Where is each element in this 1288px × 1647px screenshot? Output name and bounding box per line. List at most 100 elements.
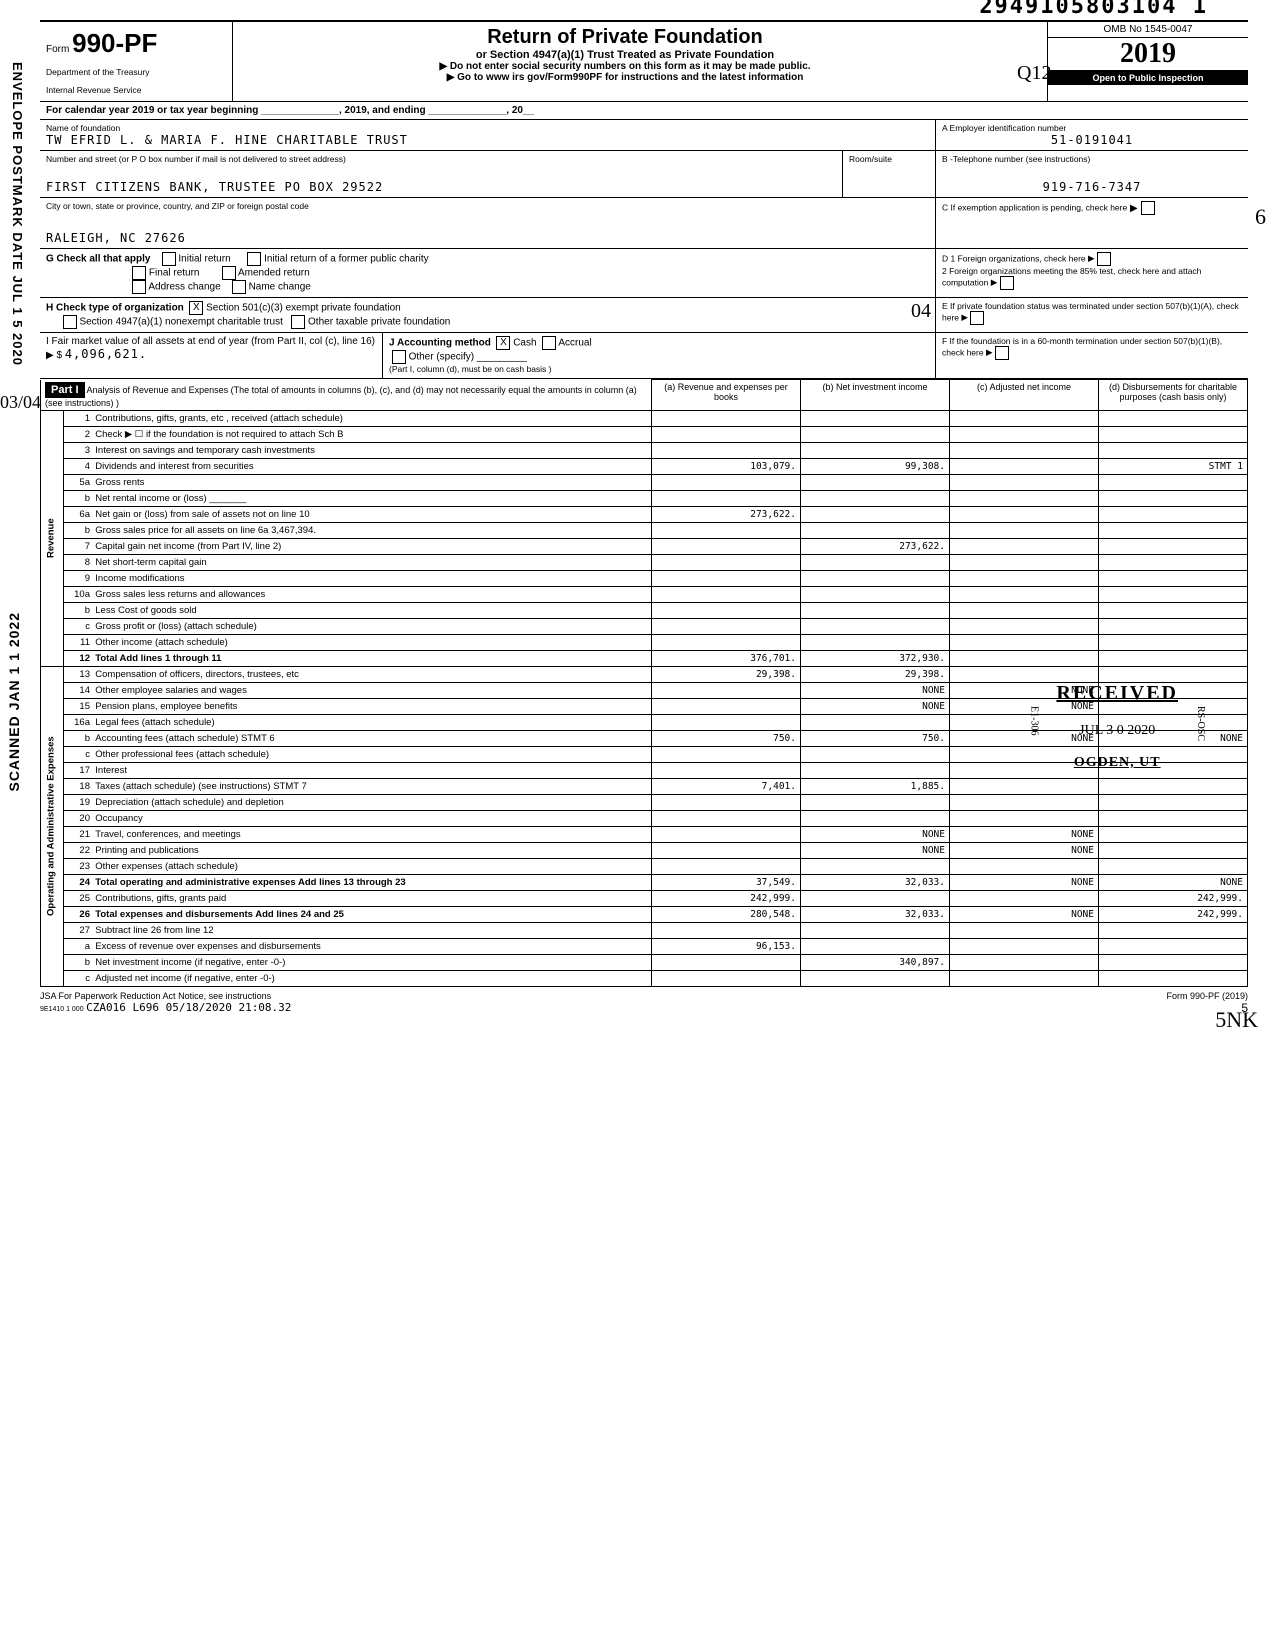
expenses-side-label: Operating and Administrative Expenses <box>41 666 64 986</box>
arrow-icon <box>986 347 993 357</box>
footer: JSA For Paperwork Reduction Act Notice, … <box>40 991 1248 1015</box>
part1-title: Analysis of Revenue and Expenses (The to… <box>45 385 637 408</box>
g-final-checkbox[interactable] <box>132 266 146 280</box>
c-label: C If exemption application is pending, c… <box>942 203 1127 213</box>
table-row: 21 Travel, conferences, and meetings NON… <box>41 826 1248 842</box>
table-row: 9 Income modifications <box>41 570 1248 586</box>
j-accrual-checkbox[interactable] <box>542 336 556 350</box>
table-row: 25 Contributions, gifts, grants paid 242… <box>41 890 1248 906</box>
hand-04: 04 <box>911 300 931 323</box>
h-row: H Check type of organization X Section 5… <box>40 298 1248 333</box>
f-checkbox[interactable] <box>995 346 1009 360</box>
j-cash: Cash <box>513 338 536 349</box>
phone-label: B -Telephone number (see instructions) <box>942 154 1242 164</box>
year: 2019 <box>1048 38 1248 71</box>
j-cash-checkbox[interactable]: X <box>496 336 510 350</box>
table-row: 3 Interest on savings and temporary cash… <box>41 442 1248 458</box>
g-amended-checkbox[interactable] <box>222 266 236 280</box>
foundation-name: TW EFRID L. & MARIA F. HINE CHARITABLE T… <box>46 133 929 147</box>
d-cell: D 1 Foreign organizations, check here 2 … <box>936 249 1248 297</box>
g-initial-checkbox[interactable] <box>162 252 176 266</box>
header: Form 990-PF Department of the Treasury I… <box>40 22 1248 102</box>
table-row: 12 Total Add lines 1 through 11 376,701.… <box>41 650 1248 666</box>
table-row: 23 Other expenses (attach schedule) <box>41 858 1248 874</box>
omb: OMB No 1545-0047 <box>1048 22 1248 38</box>
h3-checkbox[interactable] <box>291 315 305 329</box>
ein-label: A Employer identification number <box>942 123 1242 133</box>
hand-q: Q12 <box>1017 22 1047 101</box>
table-row: 27 Subtract line 26 from line 12 <box>41 922 1248 938</box>
year-box: OMB No 1545-0047 2019 Open to Public Ins… <box>1047 22 1248 101</box>
dept1: Department of the Treasury <box>46 67 226 77</box>
f-label: F If the foundation is in a 60-month ter… <box>942 336 1222 357</box>
g-addrchange-checkbox[interactable] <box>132 280 146 294</box>
g-namechange-checkbox[interactable] <box>232 280 246 294</box>
table-row: Revenue 1 Contributions, gifts, grants, … <box>41 410 1248 426</box>
ein: 51-0191041 <box>942 133 1242 147</box>
arrow-icon <box>991 277 998 287</box>
scanned-stamp: SCANNED JAN 1 1 2022 <box>6 612 22 792</box>
room-label: Room/suite <box>849 154 929 164</box>
g-opt-4: Amended return <box>238 268 310 279</box>
d1-checkbox[interactable] <box>1097 252 1111 266</box>
footer-jsa: JSA For Paperwork Reduction Act Notice, … <box>40 991 271 1001</box>
form-box: Form 990-PF Department of the Treasury I… <box>40 22 233 101</box>
table-row: 5a Gross rents <box>41 474 1248 490</box>
table-row: 22 Printing and publications NONE NONE <box>41 842 1248 858</box>
g-former-checkbox[interactable] <box>247 252 261 266</box>
hand-annotation: 03/04 <box>0 392 41 413</box>
table-row: 26 Total expenses and disbursements Add … <box>41 906 1248 922</box>
col-a: (a) Revenue and expenses per books <box>652 380 801 411</box>
table-row: 19 Depreciation (attach schedule) and de… <box>41 794 1248 810</box>
g-opt-0: Initial return <box>178 254 230 265</box>
hand-6: 6 <box>1255 204 1266 230</box>
h3: Other taxable private foundation <box>308 317 450 328</box>
table-row: 20 Occupancy <box>41 810 1248 826</box>
addr-row: Number and street (or P O box number if … <box>40 151 1248 198</box>
table-row: c Adjusted net income (if negative, ente… <box>41 970 1248 986</box>
city-label: City or town, state or province, country… <box>46 201 929 211</box>
table-row: 8 Net short-term capital gain <box>41 554 1248 570</box>
stamp-code1: E1-306 <box>1028 706 1039 735</box>
col-c: (c) Adjusted net income <box>950 380 1099 411</box>
j-other: Other (specify) <box>409 352 475 363</box>
name-row: Name of foundation TW EFRID L. & MARIA F… <box>40 120 1248 151</box>
footer-form: Form 990-PF (2019) <box>1166 991 1248 1001</box>
table-row: b Net investment income (if negative, en… <box>41 954 1248 970</box>
phone: 919-716-7347 <box>942 180 1242 194</box>
subtitle2: ▶ Do not enter social security numbers o… <box>237 61 1013 72</box>
table-row: b Net rental income or (loss) _______ <box>41 490 1248 506</box>
j-other-checkbox[interactable] <box>392 350 406 364</box>
city: RALEIGH, NC 27626 <box>46 231 929 245</box>
subtitle1: or Section 4947(a)(1) Trust Treated as P… <box>237 49 1013 61</box>
table-row: 7 Capital gain net income (from Part IV,… <box>41 538 1248 554</box>
h1-checkbox[interactable]: X <box>189 301 203 315</box>
g-opt-1: Final return <box>149 268 200 279</box>
table-row: b Gross sales price for all assets on li… <box>41 522 1248 538</box>
title-box: Return of Private Foundation or Section … <box>233 22 1017 101</box>
arrow-icon <box>961 312 968 322</box>
table-row: a Excess of revenue over expenses and di… <box>41 938 1248 954</box>
h2-checkbox[interactable] <box>63 315 77 329</box>
arrow-icon <box>1130 203 1138 214</box>
d1: D 1 Foreign organizations, check here <box>942 253 1086 263</box>
name-label: Name of foundation <box>46 123 929 133</box>
g-opt-5: Name change <box>249 282 311 293</box>
revenue-side-label: Revenue <box>41 410 64 666</box>
e-checkbox[interactable] <box>970 311 984 325</box>
col-b: (b) Net investment income <box>801 380 950 411</box>
j-note: (Part I, column (d), must be on cash bas… <box>389 364 552 374</box>
form-page: 2949105803104 1 ENVELOPE POSTMARK DATE J… <box>40 20 1248 1015</box>
arrow-icon <box>1088 253 1095 263</box>
c-checkbox[interactable] <box>1141 201 1155 215</box>
city-row: City or town, state or province, country… <box>40 198 1248 249</box>
stamp-word: RECEIVED <box>1056 682 1178 705</box>
g-label: G Check all that apply <box>46 254 150 265</box>
main-title: Return of Private Foundation <box>237 26 1013 49</box>
table-row: 10a Gross sales less returns and allowan… <box>41 586 1248 602</box>
form-prefix: Form <box>46 44 69 55</box>
d2-checkbox[interactable] <box>1000 276 1014 290</box>
d2: 2 Foreign organizations meeting the 85% … <box>942 266 1201 287</box>
table-row: 24 Total operating and administrative ex… <box>41 874 1248 890</box>
table-row: Operating and Administrative Expenses 13… <box>41 666 1248 682</box>
